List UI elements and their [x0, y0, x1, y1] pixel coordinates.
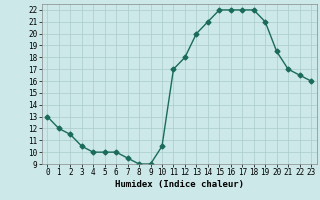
X-axis label: Humidex (Indice chaleur): Humidex (Indice chaleur): [115, 180, 244, 189]
